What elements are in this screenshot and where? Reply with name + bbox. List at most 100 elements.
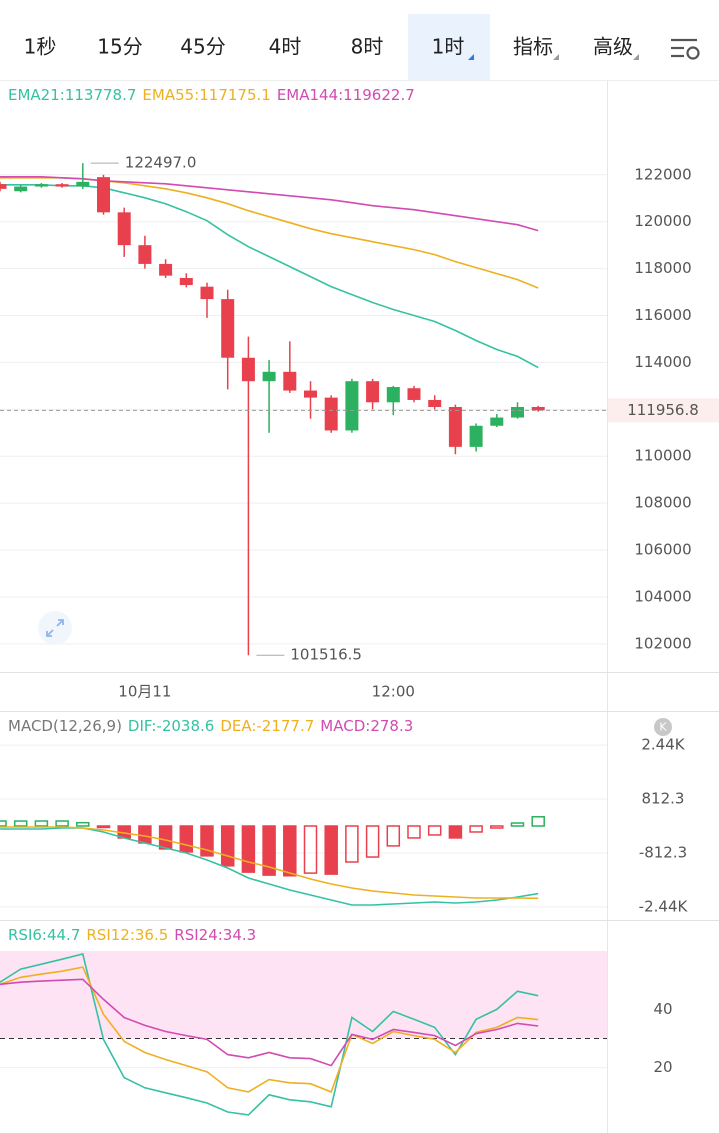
candle-body [324,397,338,431]
indicator-line [0,966,539,1093]
x-tick-label: 10月11 [118,683,171,701]
y-tick-label: 104000 [634,587,691,605]
settings-icon[interactable] [671,38,700,60]
legend-entry: MACD:278.3 [320,717,413,735]
candle-body [531,406,545,411]
legend-entry: RSI6:44.7 [8,926,80,944]
macd-chart: MACD(12,26,9) DIF:-2038.6 DEA:-2177.7 MACD:… [0,717,689,915]
macd-bar [96,825,111,829]
macd-bar [303,825,318,874]
legend: RSI6:44.7 RSI12:36.5 RSI24:34.3 [8,926,256,944]
selected-tab-bg [408,14,490,80]
candle-body [138,245,152,264]
tab[interactable]: 1秒 [24,35,57,59]
y-tick-label: 116000 [634,306,691,324]
macd-bar [531,816,545,827]
legend-entry: DIF:-2038.6 [128,717,214,735]
candle-body [283,371,297,391]
y-tick-label: 812.3 [642,790,685,808]
badge-text: K [659,721,667,734]
plot-area [0,744,607,908]
annotation-label: 101516.5 [290,646,362,664]
y-tick-label: 108000 [634,494,691,512]
y-tick-label: 118000 [634,259,691,277]
rsi-chart: RSI6:44.7 RSI12:36.5 RSI24:34.3 20 40 [0,926,673,1116]
macd-bar [76,821,90,827]
y-tick-label: 110000 [634,447,691,465]
candle-body [55,184,69,187]
legend-prefix: MACD(12,26,9) [8,717,122,735]
macd-bar [365,825,380,858]
legend-entry: RSI24:34.3 [174,926,256,944]
macd-bar [345,825,359,863]
last-price-label: 111956.8 [627,401,699,419]
y-tick-label: 20 [653,1058,672,1076]
macd-bar [510,822,525,827]
badge [654,718,672,736]
candle-body [200,286,214,300]
tab[interactable]: 指标 [513,35,553,59]
indicator-line [0,826,539,900]
candle-body [386,387,400,403]
macd-bar [200,825,214,857]
candle-body [262,371,276,382]
expand-icon[interactable] [38,611,72,645]
macd-bar [13,820,28,827]
candle-body [241,357,255,382]
plot-area [0,951,607,1116]
macd-bar [0,820,7,827]
y-tick-label: 120000 [634,212,691,230]
macd-bar [138,825,152,844]
macd-bar [158,825,173,850]
candle-body [117,212,131,246]
candle-body [511,406,524,418]
tab[interactable]: 高级 [593,35,633,59]
candle-body [469,425,483,447]
tab[interactable]: 8时 [351,35,384,59]
macd-bar [34,820,49,827]
tab[interactable]: 1时 [432,35,465,59]
macd-bar [220,825,235,867]
plot-area [0,163,607,656]
macd-bar [448,825,463,839]
candle-body [34,184,48,187]
price-chart: EMA21:113778.7 EMA55:117175.1 EMA144:11962… [0,86,719,701]
macd-bar [469,825,483,833]
y-tick-label: 40 [653,1000,672,1018]
y-tick-label: -2.44K [639,897,689,915]
candle-body [159,263,173,276]
rsi-band [0,951,607,1039]
macd-bar [283,825,297,877]
macd-bar [262,825,276,876]
tab[interactable]: 15分 [97,35,142,59]
candle-body [448,406,462,447]
legend: EMA21:113778.7 EMA55:117175.1 EMA144:11962… [8,86,415,104]
macd-bar [407,825,421,839]
macd-bar [324,825,338,875]
candle-body [345,381,359,431]
dropdown-caret [633,54,639,60]
annotation-label: 122497.0 [125,154,197,172]
tab[interactable]: 4时 [269,35,302,59]
candle-body [490,417,504,426]
candle-body [304,390,317,398]
macd-bar [490,825,504,829]
candle-body [76,181,90,187]
candle-body [407,388,421,400]
macd-bar [241,825,256,873]
candle-body [179,278,193,286]
legend-entry: RSI12:36.5 [86,926,168,944]
legend-entry: EMA144:119622.7 [277,86,415,104]
y-tick-label: 2.44K [641,736,685,754]
candle-body [221,299,235,358]
candle-body [14,186,28,192]
legend: MACD(12,26,9) DIF:-2038.6 DEA:-2177.7 MACD:… [8,717,413,735]
dropdown-caret [553,54,559,60]
tab-bar: 1秒 15分 45分 4时 8时 1时 指标 高级 [24,14,639,80]
candle-body [0,184,7,189]
tab[interactable]: 45分 [180,35,225,59]
last-price-box [608,398,719,423]
candle-body [97,177,110,213]
candle-body [366,381,380,403]
